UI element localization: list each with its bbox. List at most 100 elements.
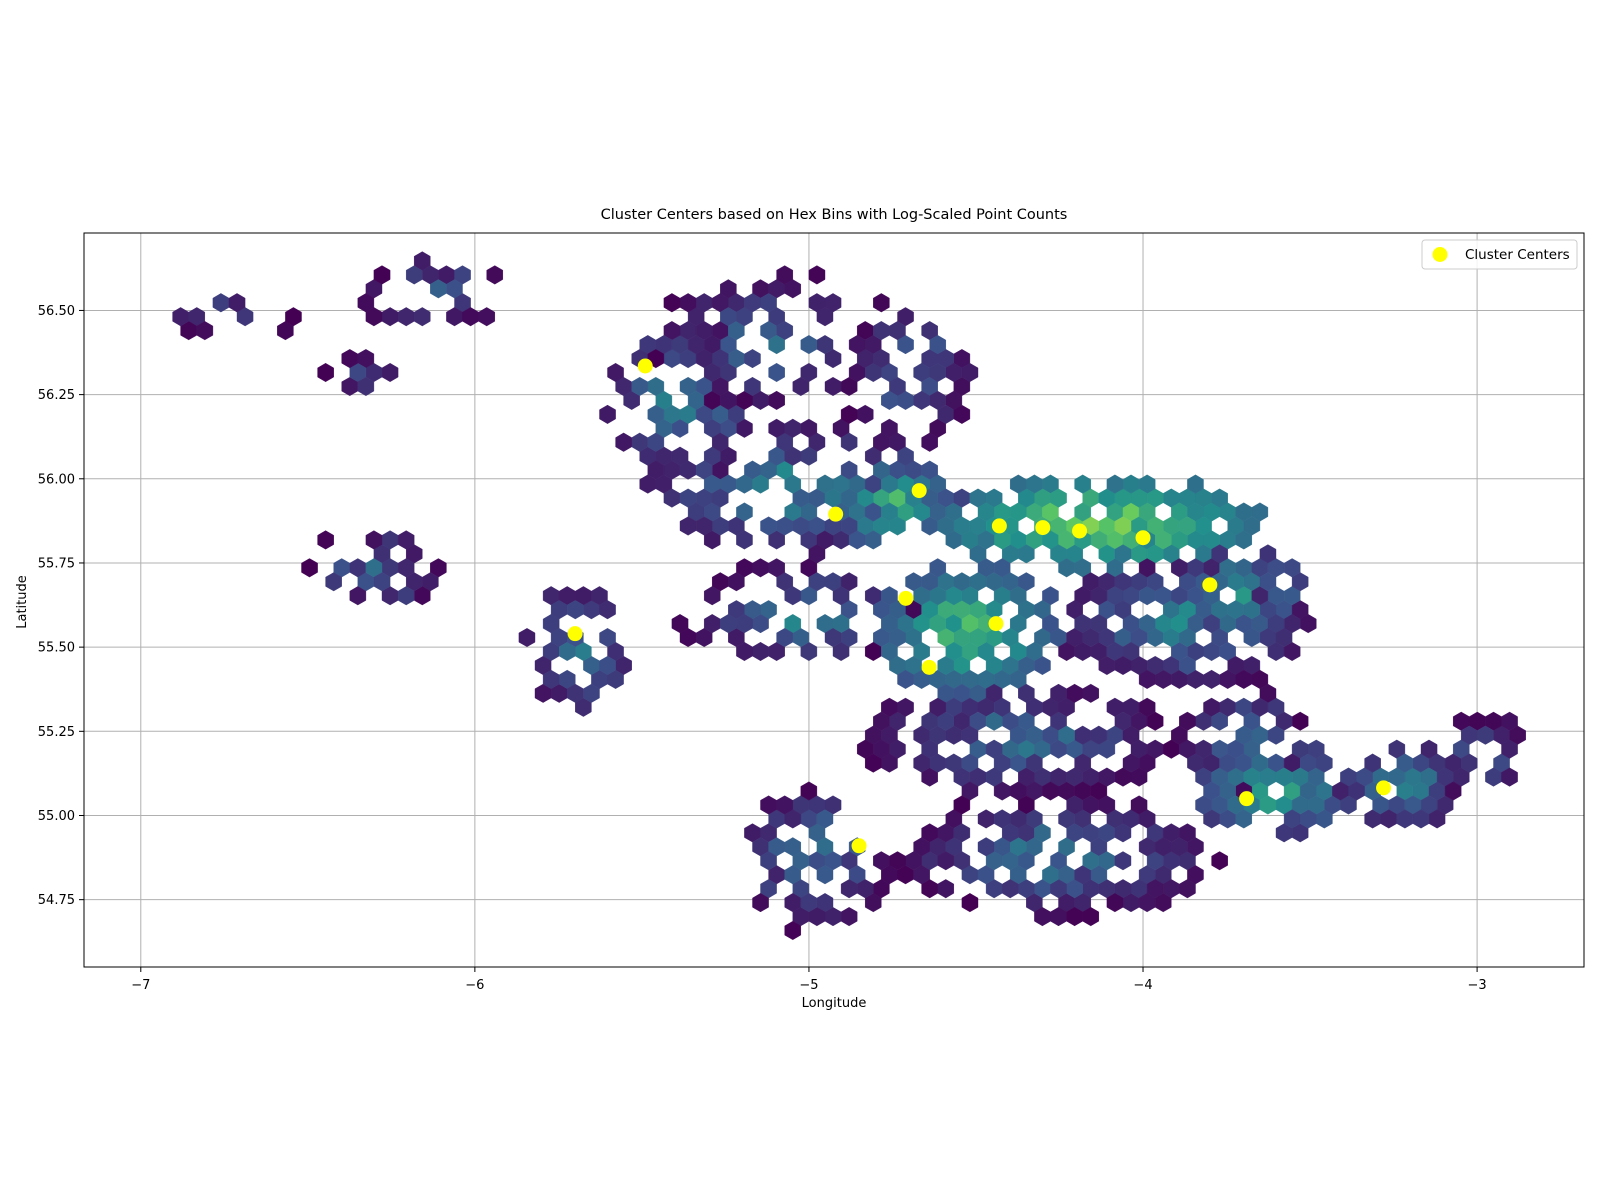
hexbin-cell <box>1074 753 1092 773</box>
hexbin-cell <box>285 307 302 327</box>
hexbin-cell <box>1034 907 1051 927</box>
hexbin-cell <box>462 307 479 327</box>
hexbin-cell <box>768 335 785 355</box>
hexbin-cell <box>1082 851 1100 871</box>
hexbin-cell <box>607 362 624 383</box>
plot-frame <box>83 232 1585 968</box>
hexbin-cell <box>1098 795 1116 815</box>
hexbin-cell <box>704 586 721 606</box>
x-axis-ticks: −7 −6 −5 −4 −3 <box>131 967 1487 993</box>
hexbin-cell <box>840 432 858 452</box>
hexbin-cell <box>1138 697 1156 717</box>
hexbin-cell <box>1235 809 1253 829</box>
hexbin-cell <box>776 628 793 648</box>
hexbin-cell <box>776 265 793 285</box>
hexbin-cell <box>1420 739 1438 759</box>
hexbin-cell <box>1002 823 1019 843</box>
chart-title: Cluster Centers based on Hex Bins with L… <box>601 207 1068 223</box>
hexbin-cell <box>1283 558 1301 578</box>
hexbin-cell <box>889 321 906 341</box>
y-tick-label: 55.50 <box>38 641 75 656</box>
hexbin-cell <box>1211 711 1228 731</box>
cluster-center-point <box>828 506 844 522</box>
hexbin-cell <box>1090 586 1108 606</box>
hexbin-cell <box>1203 669 1220 689</box>
cluster-center-point <box>851 838 867 854</box>
hexbin-cell <box>365 307 383 327</box>
hexbin-cell <box>1042 781 1059 801</box>
hexbin-cell <box>1195 739 1212 759</box>
cluster-center-point <box>988 616 1004 632</box>
hexbin-cell <box>921 572 938 592</box>
cluster-center-point <box>637 358 653 374</box>
hexbin-cell <box>349 586 367 606</box>
hexbin-cell <box>1106 893 1124 913</box>
hexbin-cell <box>792 376 810 397</box>
hexbin-cell <box>712 432 729 452</box>
hexbin-cell <box>929 335 946 355</box>
hexbin-cell <box>1066 823 1083 843</box>
hexbin-cell <box>808 265 826 285</box>
hexbin-cell <box>985 739 1003 759</box>
cluster-center-points <box>567 358 1392 854</box>
hexbin-cell <box>752 558 769 578</box>
hexbin-cell <box>913 390 930 410</box>
hexbin-cell <box>1171 614 1188 634</box>
hexbin-cell <box>744 293 761 313</box>
hexbin-cell <box>414 307 431 327</box>
hexbin-cell <box>1074 502 1092 522</box>
hexbin-cell <box>736 641 753 662</box>
hexbin-cell <box>671 614 689 634</box>
hexbin-cell <box>840 907 858 927</box>
hexbin-cell <box>1501 711 1518 731</box>
hexbin-cell <box>881 418 898 438</box>
hexbin-cell <box>1195 795 1212 815</box>
hexbin-cell <box>1106 474 1124 494</box>
hexbin-cell <box>728 572 745 592</box>
hexbin-cell <box>1501 767 1518 787</box>
hexbin-cell <box>985 767 1003 787</box>
hexbin-cell <box>647 404 665 424</box>
hexbin-cell <box>840 488 858 508</box>
hexbin-cell <box>784 865 801 885</box>
hexbin-cell <box>1042 614 1059 634</box>
hexbin-cell <box>760 795 777 815</box>
hexbin-cell <box>1114 572 1132 592</box>
hexbin-cell <box>486 265 503 285</box>
y-tick-label: 54.75 <box>38 893 75 908</box>
hexbin-cell <box>897 669 914 689</box>
cluster-center-point <box>1376 780 1392 796</box>
y-tick-label: 55.25 <box>38 725 75 740</box>
cluster-center-point <box>911 483 927 499</box>
hexbin-cell <box>1114 655 1132 676</box>
hexbin-cell <box>760 516 777 536</box>
cluster-center-point <box>567 626 583 642</box>
hexbin-cell <box>961 893 979 913</box>
hexbin-cell <box>840 404 858 424</box>
hexbin-cell <box>816 865 834 885</box>
y-tick-label: 56.25 <box>38 388 75 403</box>
hexbin-cell <box>301 558 318 578</box>
hexbin-cell <box>1477 725 1494 745</box>
hexbin-cell <box>1018 851 1035 871</box>
hexbin-cell <box>1042 865 1059 885</box>
hexbin-cell <box>720 279 737 299</box>
cluster-center-point <box>991 518 1007 534</box>
hexbin-cell <box>1138 893 1156 913</box>
hexbin-cell <box>712 488 729 508</box>
hexbin-cell <box>1259 544 1277 564</box>
hexbin-cell <box>1259 767 1277 787</box>
hexbin-cell <box>784 474 801 494</box>
hexbin-cell <box>1034 823 1051 843</box>
hexbin-cell <box>1243 628 1261 648</box>
hexbin-cell <box>599 655 616 676</box>
hexbin-cell <box>816 809 834 829</box>
hexbin-cell <box>1211 544 1228 564</box>
hexbin-cell <box>583 683 600 703</box>
hexbin-cell <box>969 628 987 648</box>
hexbin-cell <box>172 307 189 327</box>
hexbin-cell <box>937 516 954 536</box>
hexbin-cell <box>808 293 826 313</box>
hexbin-cell <box>317 530 334 550</box>
hexbin-cell <box>784 418 801 438</box>
